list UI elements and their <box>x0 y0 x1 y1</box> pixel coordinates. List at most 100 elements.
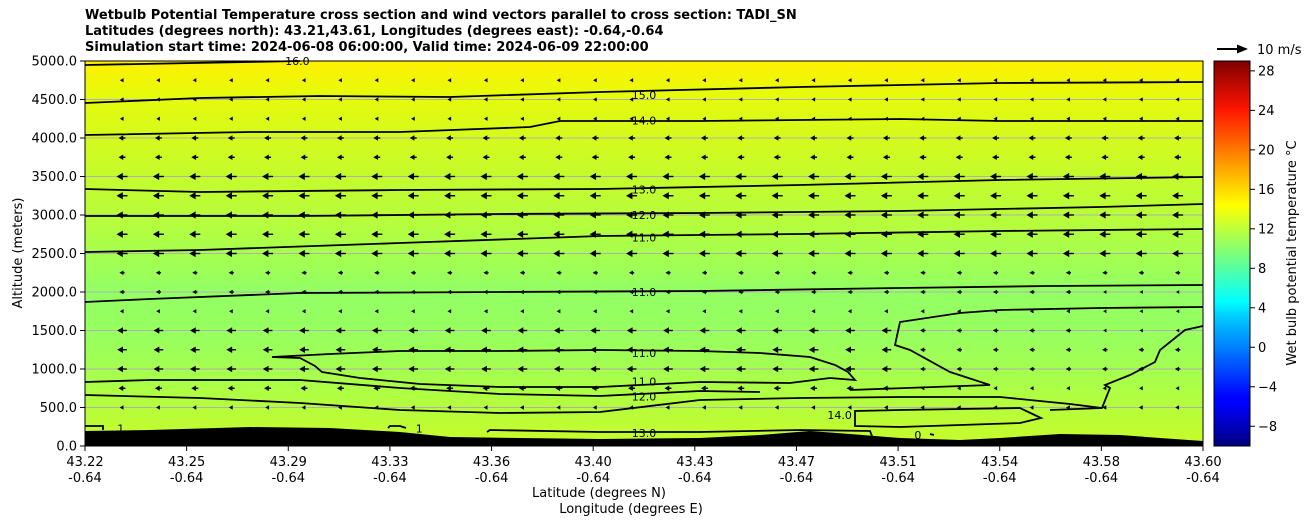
wind-arrow <box>1062 230 1074 238</box>
wind-arrow-head <box>299 327 305 334</box>
wind-arrow <box>698 172 710 181</box>
wind-arrow <box>844 172 856 181</box>
wind-arrow-head <box>844 211 851 219</box>
wind-arrow-head <box>374 270 379 276</box>
wind-arrow-head <box>371 327 378 334</box>
wind-arrow-head <box>626 172 633 181</box>
wind-arrow <box>593 309 597 314</box>
wind-arrow-head <box>1139 309 1143 314</box>
wind-arrow <box>225 192 237 200</box>
wind-arrow-head <box>920 97 925 102</box>
wind-arrow <box>118 154 126 160</box>
wind-arrow-head <box>993 116 998 121</box>
wind-arrow <box>920 405 925 410</box>
wind-arrow-head <box>153 346 160 354</box>
wind-arrow <box>735 327 746 334</box>
contour-11-closed <box>271 349 858 388</box>
wind-arrow-head <box>1139 328 1143 333</box>
wind-arrow-head <box>771 192 778 200</box>
wind-arrow <box>738 405 743 410</box>
wind-arrow <box>772 346 783 354</box>
wind-arrow <box>373 135 381 141</box>
wind-arrow-head <box>811 270 816 276</box>
wind-arrow-head <box>189 172 196 181</box>
wind-arrow-head <box>1028 154 1034 160</box>
wind-arrow-head <box>1029 328 1034 333</box>
wind-arrow <box>227 135 235 141</box>
wind-arrow <box>698 249 710 258</box>
wind-arrow-head <box>119 78 124 83</box>
wind-arrow-head <box>773 154 779 160</box>
wind-arrow <box>992 135 1000 141</box>
wind-arrow-head <box>336 135 342 141</box>
wind-arrow <box>1102 270 1108 276</box>
wind-arrow <box>338 309 342 314</box>
wind-arrow-head <box>553 172 560 181</box>
wind-arrow <box>1065 289 1071 295</box>
x-tick-label-lat: 43.54 <box>981 455 1018 470</box>
wind-arrow-head <box>444 327 451 334</box>
contour-15 <box>84 81 1204 104</box>
wind-arrow <box>373 154 381 160</box>
wind-arrow-head <box>920 289 925 295</box>
wind-arrow-head <box>810 135 815 141</box>
wind-arrow <box>881 346 892 354</box>
x-tick-label-lon: -0.64 <box>373 471 407 486</box>
wind-arrow <box>299 327 309 334</box>
wind-arrow <box>1175 328 1180 333</box>
wind-arrow-head <box>844 192 851 200</box>
wind-arrow-head <box>301 78 306 83</box>
wind-arrow <box>1139 309 1143 314</box>
wind-arrow <box>1135 249 1147 258</box>
wind-arrow <box>119 78 124 83</box>
wind-arrow <box>301 270 307 276</box>
wind-arrow-head <box>920 405 925 410</box>
wind-arrow <box>1175 386 1180 391</box>
wind-arrow <box>1026 230 1038 238</box>
wind-arrow-head <box>192 78 197 83</box>
contour-11-mid <box>84 284 1204 303</box>
chart-title-line-2: Latitudes (degrees north): 43.21,43.61, … <box>85 24 664 39</box>
wind-arrow <box>1172 230 1184 238</box>
wind-arrow <box>155 289 161 295</box>
wind-arrow-head <box>992 135 997 141</box>
x-axis: 43.22-0.6443.25-0.6443.29-0.6443.33-0.64… <box>66 446 1222 486</box>
wind-arrow-head <box>664 385 670 391</box>
wind-arrow <box>957 97 961 102</box>
wind-arrow-head <box>1026 192 1033 200</box>
wind-arrow <box>520 309 524 314</box>
wind-arrow <box>152 230 164 238</box>
wind-arrow-head <box>1029 366 1034 372</box>
wind-arrow <box>229 97 233 102</box>
colorbar-label: Wet bulb potential temperature °C <box>1285 140 1300 365</box>
wind-arrow <box>1102 116 1107 121</box>
wind-arrow-head <box>520 405 524 410</box>
wind-arrow <box>629 270 635 276</box>
wind-arrow-head <box>957 78 961 83</box>
wind-arrow <box>1026 172 1038 181</box>
wind-arrow <box>1174 347 1181 353</box>
wind-arrow-head <box>334 192 342 200</box>
wind-arrow-head <box>880 211 888 219</box>
wind-arrow-head <box>117 327 123 334</box>
wind-arrow-head <box>772 346 779 354</box>
wind-arrow-head <box>771 249 778 258</box>
wind-arrow-head <box>1172 230 1179 238</box>
wind-arrow-head <box>738 78 743 83</box>
wind-arrow-head <box>189 230 196 238</box>
wind-arrow-head <box>1138 347 1143 353</box>
wind-arrow <box>735 365 746 373</box>
wind-arrow-head <box>516 192 524 200</box>
wind-arrow <box>338 97 342 102</box>
wind-arrow <box>1099 249 1111 258</box>
wind-arrow <box>992 328 999 333</box>
wind-arrow-head <box>665 78 670 83</box>
wind-arrow <box>920 366 926 372</box>
wind-arrow-head <box>1102 78 1107 83</box>
wind-arrow <box>1102 405 1107 410</box>
wind-arrow <box>483 97 488 102</box>
wind-arrow <box>771 249 783 258</box>
wind-arrow <box>993 97 998 102</box>
wind-arrow-head <box>556 78 561 83</box>
wind-arrow <box>1064 154 1072 160</box>
